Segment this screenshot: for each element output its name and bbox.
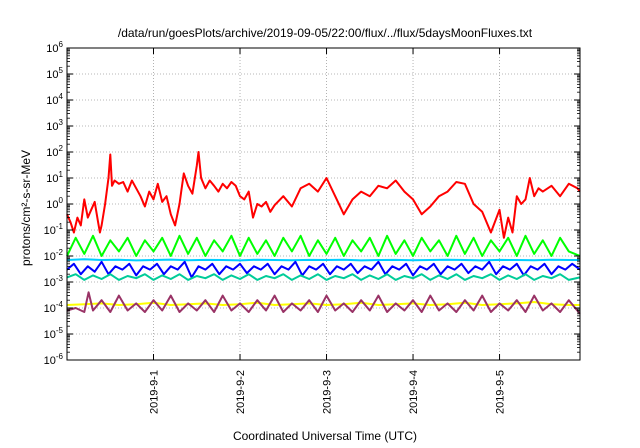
x-tick-label: 2019-9-1 [149, 370, 161, 414]
x-tick-label: 2019-9-2 [235, 370, 247, 414]
y-tick-label: 104 [46, 92, 63, 107]
y-tick-label: 101 [46, 170, 63, 185]
y-axis-label: protons/cm²-s-sr-MeV [19, 150, 33, 266]
y-axis-ticks: 10-6 10-5 10-4 10-3 10-2 10-1 100 101 102 103 104 1… [44, 40, 580, 367]
series-line-5 [66, 273, 581, 281]
x-tick-label: 2019-9-3 [322, 370, 334, 414]
data-series [66, 151, 581, 315]
y-tick-label: 105 [46, 66, 63, 81]
x-tick-label: 2019-9-5 [495, 370, 507, 414]
y-tick-label: 103 [46, 118, 63, 133]
x-tick-label: 2019-9-4 [408, 370, 420, 414]
y-tick-label: 10-6 [44, 352, 64, 367]
y-tick-label: 10-5 [44, 326, 64, 341]
series-line-3 [66, 258, 580, 262]
y-tick-label: 106 [46, 40, 63, 55]
chart-title: /data/run/goesPlots/archive/2019-09-05/2… [118, 26, 533, 40]
y-tick-label: 10-1 [44, 222, 64, 237]
y-tick-label: 102 [46, 144, 63, 159]
series-line-7 [66, 291, 581, 315]
x-axis-label: Coordinated Universal Time (UTC) [233, 429, 417, 443]
series-line-4 [66, 260, 581, 279]
y-tick-label: 10-3 [44, 274, 64, 289]
x-axis-ticks: 2019-9-1 2019-9-2 2019-9-3 2019-9-4 2019-9-5 [149, 48, 507, 414]
y-tick-label: 10-4 [44, 300, 64, 315]
y-tick-label: 100 [46, 196, 63, 211]
series-line-1 [66, 151, 581, 239]
grid-lines [67, 48, 580, 360]
series-line-2 [66, 234, 581, 257]
y-tick-label: 10-2 [44, 248, 64, 263]
